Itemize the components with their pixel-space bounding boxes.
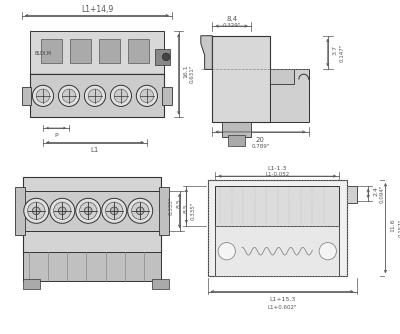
Text: 0.094": 0.094" [380,184,385,203]
Bar [23,279,40,289]
Circle shape [62,89,76,103]
Bar [30,31,164,74]
Bar [99,39,120,63]
Bar [215,186,339,226]
Bar [23,191,161,231]
Bar [270,69,308,122]
Text: 8.5: 8.5 [176,198,181,208]
Text: L1-0.052: L1-0.052 [265,172,289,177]
Bar [347,186,357,203]
Bar [128,39,149,63]
Text: 0.157": 0.157" [398,219,400,237]
Circle shape [58,85,80,107]
Circle shape [162,53,170,61]
Circle shape [128,198,153,223]
Bar [215,226,339,276]
Circle shape [54,202,71,219]
Circle shape [58,207,66,215]
Bar [270,69,294,84]
Circle shape [110,207,118,215]
Circle shape [24,198,49,223]
Bar [58,183,76,196]
Bar [41,39,62,63]
Circle shape [319,242,336,260]
Text: 8.4: 8.4 [226,16,237,22]
Circle shape [88,89,102,103]
Bar [136,183,154,196]
Circle shape [84,207,92,215]
Text: 0.335": 0.335" [190,202,196,220]
Circle shape [76,198,101,223]
Text: 11.6: 11.6 [391,218,396,232]
Bar [152,279,169,289]
Circle shape [32,207,40,215]
Bar [162,87,172,105]
Circle shape [136,85,158,107]
Bar [23,181,161,198]
Circle shape [84,85,106,107]
Circle shape [136,207,144,215]
Circle shape [50,198,75,223]
Text: 0.329": 0.329" [222,23,241,28]
Text: L1+0.602": L1+0.602" [267,305,297,310]
Bar [32,183,50,196]
Bar [208,180,347,276]
Text: BLDI.M: BLDI.M [34,50,52,55]
Circle shape [218,242,236,260]
Bar [160,187,169,235]
Circle shape [36,89,50,103]
Text: 8.5: 8.5 [184,203,189,213]
Circle shape [102,198,127,223]
Circle shape [110,85,132,107]
Bar [23,252,161,281]
Text: 0.147": 0.147" [340,43,345,62]
Text: L1+14,9: L1+14,9 [81,5,113,14]
Text: 2.4: 2.4 [373,186,378,196]
Bar [70,39,91,63]
Polygon shape [201,36,212,69]
Bar [22,87,32,105]
Circle shape [28,202,45,219]
Circle shape [32,85,54,107]
Bar [15,187,25,235]
Text: 16.1: 16.1 [183,64,188,78]
Text: P: P [54,133,58,138]
Bar [212,36,270,122]
Bar [30,74,164,118]
Circle shape [140,89,154,103]
Bar [222,122,251,137]
Text: 0.789": 0.789" [251,144,270,149]
Text: L1: L1 [91,147,99,153]
Text: 0.335": 0.335" [168,197,174,215]
Bar [84,183,102,196]
Bar [30,74,37,82]
Bar [228,135,245,146]
Bar [23,177,161,254]
Text: L1-1.3: L1-1.3 [268,166,287,171]
Circle shape [132,202,149,219]
Circle shape [106,202,123,219]
Bar [208,180,347,276]
Text: 3.7: 3.7 [333,45,338,55]
Text: 0.631": 0.631" [190,65,195,83]
Text: L1+15.3: L1+15.3 [269,297,295,302]
Bar [110,183,128,196]
Bar [155,49,170,64]
Circle shape [114,89,128,103]
Text: 20: 20 [256,137,265,143]
Circle shape [80,202,97,219]
